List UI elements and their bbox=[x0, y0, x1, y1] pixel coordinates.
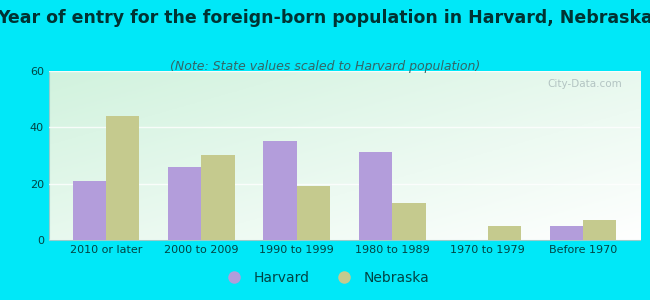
Bar bbox=[583, 220, 616, 240]
Bar bbox=[73, 181, 106, 240]
Bar bbox=[359, 152, 392, 240]
Bar bbox=[263, 141, 297, 240]
Legend: Harvard, Nebraska: Harvard, Nebraska bbox=[214, 265, 436, 290]
Bar bbox=[202, 155, 235, 240]
Bar bbox=[168, 167, 202, 240]
Bar bbox=[550, 226, 583, 240]
Bar bbox=[297, 186, 330, 240]
Bar bbox=[488, 226, 521, 240]
Text: (Note: State values scaled to Harvard population): (Note: State values scaled to Harvard po… bbox=[170, 60, 480, 73]
Text: City-Data.com: City-Data.com bbox=[548, 79, 623, 89]
Bar bbox=[106, 116, 139, 240]
Bar bbox=[392, 203, 426, 240]
Text: Year of entry for the foreign-born population in Harvard, Nebraska: Year of entry for the foreign-born popul… bbox=[0, 9, 650, 27]
